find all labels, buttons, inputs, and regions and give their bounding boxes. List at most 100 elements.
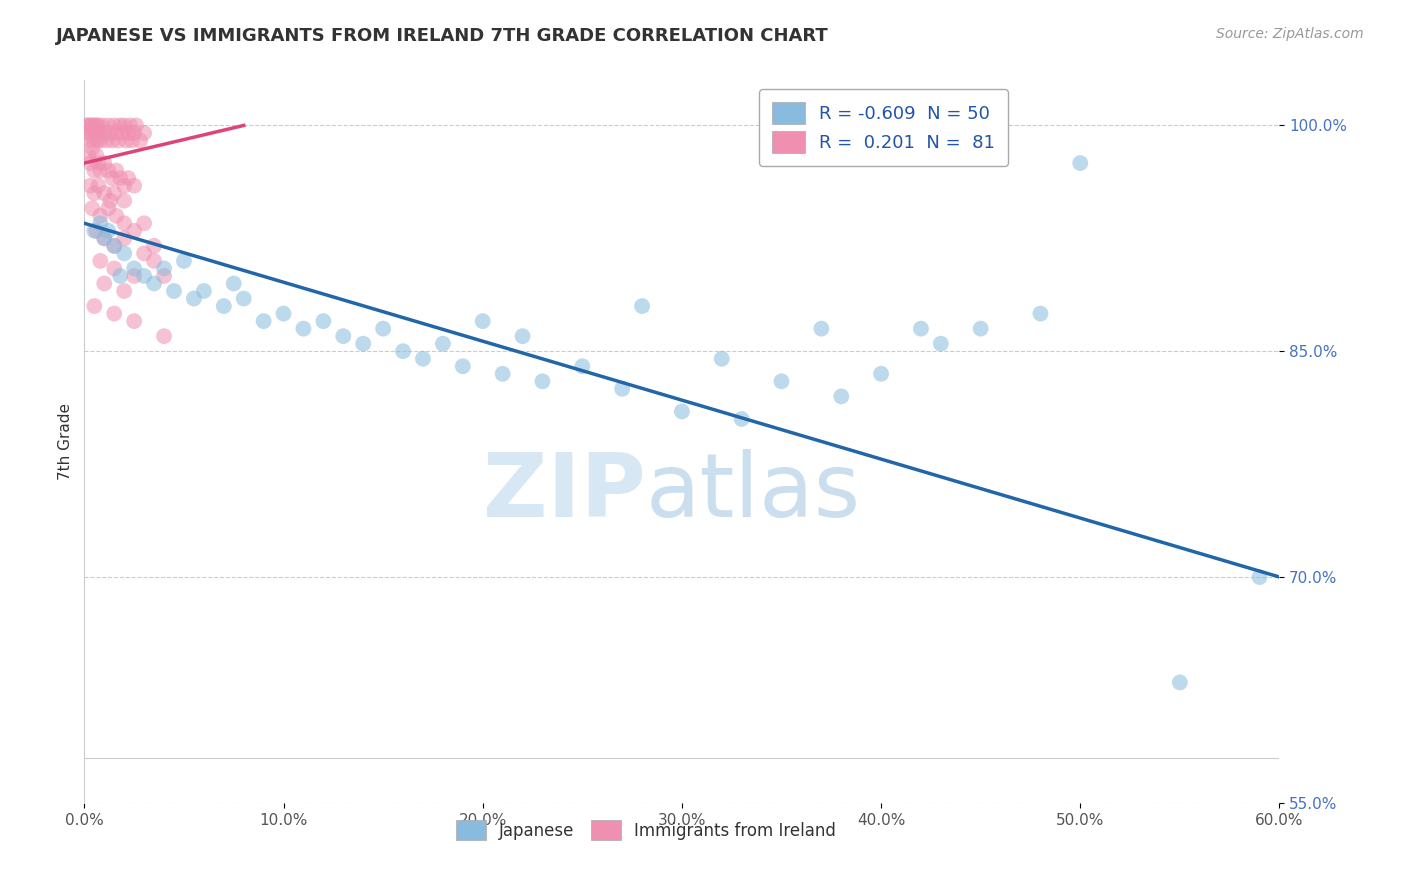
Point	[121, 133, 143, 147]
Point	[163, 284, 186, 298]
Text: JAPANESE VS IMMIGRANTS FROM IRELAND 7TH GRADE CORRELATION CHART: JAPANESE VS IMMIGRANTS FROM IRELAND 7TH …	[56, 27, 830, 45]
Point	[117, 171, 139, 186]
Point	[77, 148, 100, 162]
Point	[412, 351, 434, 366]
Point	[103, 307, 125, 321]
Point	[89, 133, 111, 147]
Point	[86, 133, 108, 147]
Point	[132, 268, 156, 283]
Point	[612, 382, 634, 396]
Point	[89, 216, 111, 230]
Point	[110, 171, 132, 186]
Point	[143, 239, 166, 253]
Point	[273, 307, 295, 321]
Point	[97, 201, 120, 215]
Point	[671, 404, 693, 418]
Point	[98, 194, 121, 208]
Point	[110, 119, 132, 133]
Point	[830, 389, 852, 403]
Point	[83, 163, 105, 178]
Point	[471, 314, 494, 328]
Point	[112, 231, 135, 245]
Point	[117, 126, 139, 140]
Point	[132, 126, 156, 140]
Point	[153, 268, 176, 283]
Point	[103, 186, 125, 201]
Point	[86, 148, 108, 162]
Y-axis label: 7th Grade: 7th Grade	[58, 403, 73, 480]
Point	[571, 359, 593, 374]
Point	[193, 284, 215, 298]
Point	[97, 163, 120, 178]
Point	[93, 156, 115, 170]
Point	[1249, 570, 1271, 584]
Point	[84, 126, 107, 140]
Point	[98, 126, 121, 140]
Point	[1069, 156, 1091, 170]
Point	[112, 178, 135, 193]
Point	[122, 126, 145, 140]
Point	[93, 186, 115, 201]
Point	[810, 321, 832, 335]
Point	[731, 412, 754, 426]
Point	[970, 321, 993, 335]
Point	[1168, 675, 1191, 690]
Point	[82, 133, 104, 147]
Point	[87, 119, 110, 133]
Point	[86, 119, 108, 133]
Point	[91, 119, 114, 133]
Text: atlas: atlas	[647, 449, 862, 535]
Point	[107, 133, 129, 147]
Point	[492, 367, 515, 381]
Point	[253, 314, 276, 328]
Point	[432, 336, 454, 351]
Point	[292, 321, 315, 335]
Point	[122, 178, 145, 193]
Point	[83, 299, 105, 313]
Point	[770, 375, 793, 389]
Point	[103, 239, 125, 253]
Text: Source: ZipAtlas.com: Source: ZipAtlas.com	[1216, 27, 1364, 41]
Point	[97, 224, 120, 238]
Point	[79, 133, 101, 147]
Point	[512, 329, 534, 343]
Point	[910, 321, 932, 335]
Point	[105, 163, 128, 178]
Point	[332, 329, 354, 343]
Point	[392, 344, 415, 359]
Point	[1029, 307, 1052, 321]
Legend: Japanese, Immigrants from Ireland: Japanese, Immigrants from Ireland	[447, 812, 845, 848]
Point	[75, 119, 97, 133]
Point	[631, 299, 654, 313]
Point	[122, 314, 145, 328]
Point	[103, 119, 125, 133]
Point	[112, 284, 135, 298]
Point	[89, 209, 111, 223]
Point	[222, 277, 245, 291]
Point	[312, 314, 335, 328]
Point	[82, 201, 104, 215]
Point	[373, 321, 395, 335]
Point	[82, 141, 104, 155]
Point	[173, 253, 195, 268]
Point	[77, 119, 100, 133]
Point	[112, 246, 135, 260]
Point	[110, 268, 132, 283]
Point	[103, 239, 125, 253]
Point	[132, 216, 156, 230]
Point	[93, 231, 115, 245]
Point	[97, 119, 120, 133]
Point	[79, 178, 101, 193]
Point	[232, 292, 254, 306]
Point	[87, 178, 110, 193]
Point	[120, 119, 142, 133]
Point	[143, 277, 166, 291]
Point	[153, 329, 176, 343]
Point	[103, 261, 125, 276]
Point	[79, 156, 101, 170]
Text: ZIP: ZIP	[484, 449, 647, 535]
Point	[96, 133, 118, 147]
Point	[76, 126, 98, 140]
Point	[89, 163, 111, 178]
Point	[79, 119, 101, 133]
